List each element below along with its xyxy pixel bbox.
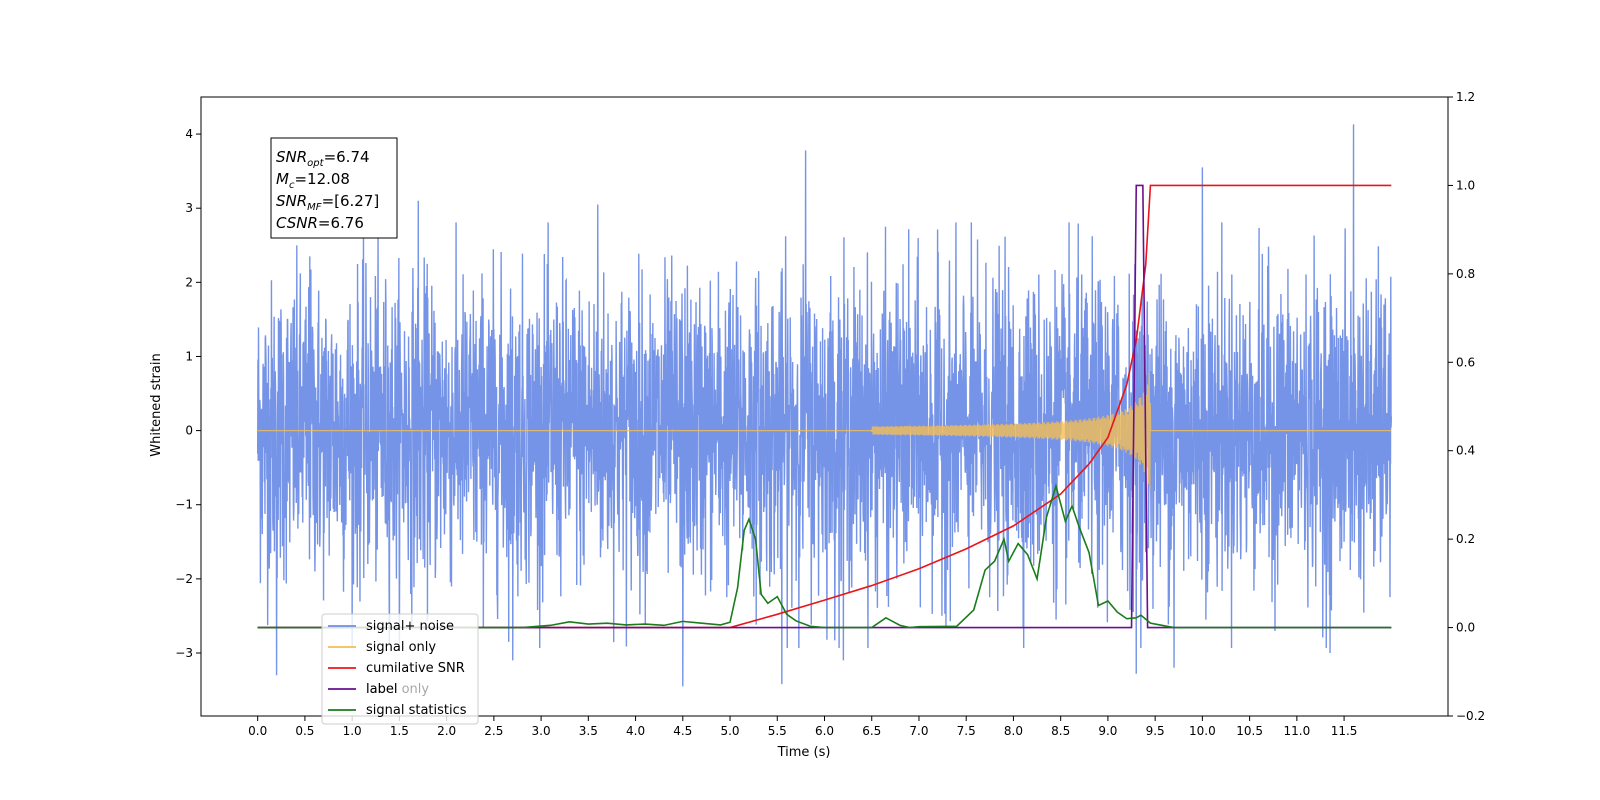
legend-label: signal statistics <box>366 703 467 718</box>
x-tick-label: 1.0 <box>343 724 362 738</box>
legend: signal+ noise signal only cumilative SNR la… <box>321 613 479 725</box>
y-tick-label: −1 <box>175 498 193 512</box>
y-axis-ticks: −3 −2 −1 0 1 2 3 4 <box>175 127 201 660</box>
y-tick-label: −3 <box>175 646 193 660</box>
y2-axis-ticks: −0.2 0.0 0.2 0.4 0.6 0.8 1.0 1.2 <box>1448 90 1485 723</box>
signal-noise-series <box>256 124 1393 687</box>
y2-tick-label: 0.6 <box>1456 355 1475 369</box>
x-tick-label: 10.5 <box>1236 724 1263 738</box>
x-tick-label: 11.0 <box>1283 724 1310 738</box>
x-tick-label: 4.0 <box>626 724 645 738</box>
x-tick-label: 2.0 <box>437 724 456 738</box>
x-tick-label: 0.5 <box>295 724 314 738</box>
y-tick-label: 4 <box>185 127 193 141</box>
legend-label: signal+ noise <box>366 619 454 634</box>
annotation-frame <box>270 137 398 239</box>
y-tick-label: 1 <box>185 349 193 363</box>
y2-tick-label: 0.0 <box>1456 621 1475 635</box>
legend-label: label <box>366 682 397 697</box>
x-tick-label: 10.0 <box>1189 724 1216 738</box>
x-axis-ticks: 0.0 0.5 1.0 1.5 2.0 2.5 3.0 3.5 4.0 4.5 5.0 5.5 6.0 6… <box>248 716 1357 738</box>
x-tick-label: 1.5 <box>390 724 409 738</box>
annotation-line: SNRMF=[6.27] <box>276 192 379 213</box>
legend-frame <box>321 613 479 725</box>
x-tick-label: 3.5 <box>579 724 598 738</box>
x-tick-label: 7.5 <box>957 724 976 738</box>
x-tick-label: 8.0 <box>1004 724 1023 738</box>
signal-only-series <box>257 372 1392 490</box>
x-tick-label: 2.5 <box>484 724 503 738</box>
annotation-line: Mc=12.08 <box>276 170 350 191</box>
x-tick-label: 5.5 <box>768 724 787 738</box>
y2-tick-label: 1.2 <box>1456 90 1475 104</box>
signal-noise-line <box>256 124 1393 687</box>
y-tick-label: −2 <box>175 572 193 586</box>
x-tick-label: 9.5 <box>1146 724 1165 738</box>
cumilative-snr-line <box>257 184 1392 629</box>
x-tick-label: 6.0 <box>815 724 834 738</box>
x-tick-label: 7.0 <box>909 724 928 738</box>
y-tick-label: 2 <box>185 275 193 289</box>
x-tick-label: 5.0 <box>720 724 739 738</box>
y-axis-label: Whitened strain <box>149 353 164 456</box>
annotation-line: CSNR=6.76 <box>276 214 364 232</box>
x-axis-label: Time (s) <box>777 745 831 760</box>
annotation-line: SNRopt=6.74 <box>276 148 370 169</box>
x-tick-label: 8.5 <box>1051 724 1070 738</box>
right-axis-series <box>257 184 1392 629</box>
y2-tick-label: 1.0 <box>1456 178 1475 192</box>
legend-label: signal only <box>366 640 436 655</box>
legend-label: cumilative SNR <box>366 661 465 676</box>
x-tick-label: 11.5 <box>1331 724 1358 738</box>
signal-only-line <box>257 372 1392 490</box>
y-tick-label: 3 <box>185 201 193 215</box>
y2-tick-label: −0.2 <box>1456 709 1485 723</box>
x-tick-label: 0.0 <box>248 724 267 738</box>
y-tick-label: 0 <box>185 424 193 438</box>
y2-tick-label: 0.2 <box>1456 532 1475 546</box>
x-tick-label: 9.0 <box>1098 724 1117 738</box>
signal-statistics-line <box>257 483 1392 629</box>
x-tick-label: 4.5 <box>673 724 692 738</box>
x-tick-label: 3.0 <box>532 724 551 738</box>
x-tick-label: 6.5 <box>862 724 881 738</box>
legend-label: label only <box>366 682 429 697</box>
y2-tick-label: 0.4 <box>1456 444 1475 458</box>
y2-tick-label: 0.8 <box>1456 267 1475 281</box>
